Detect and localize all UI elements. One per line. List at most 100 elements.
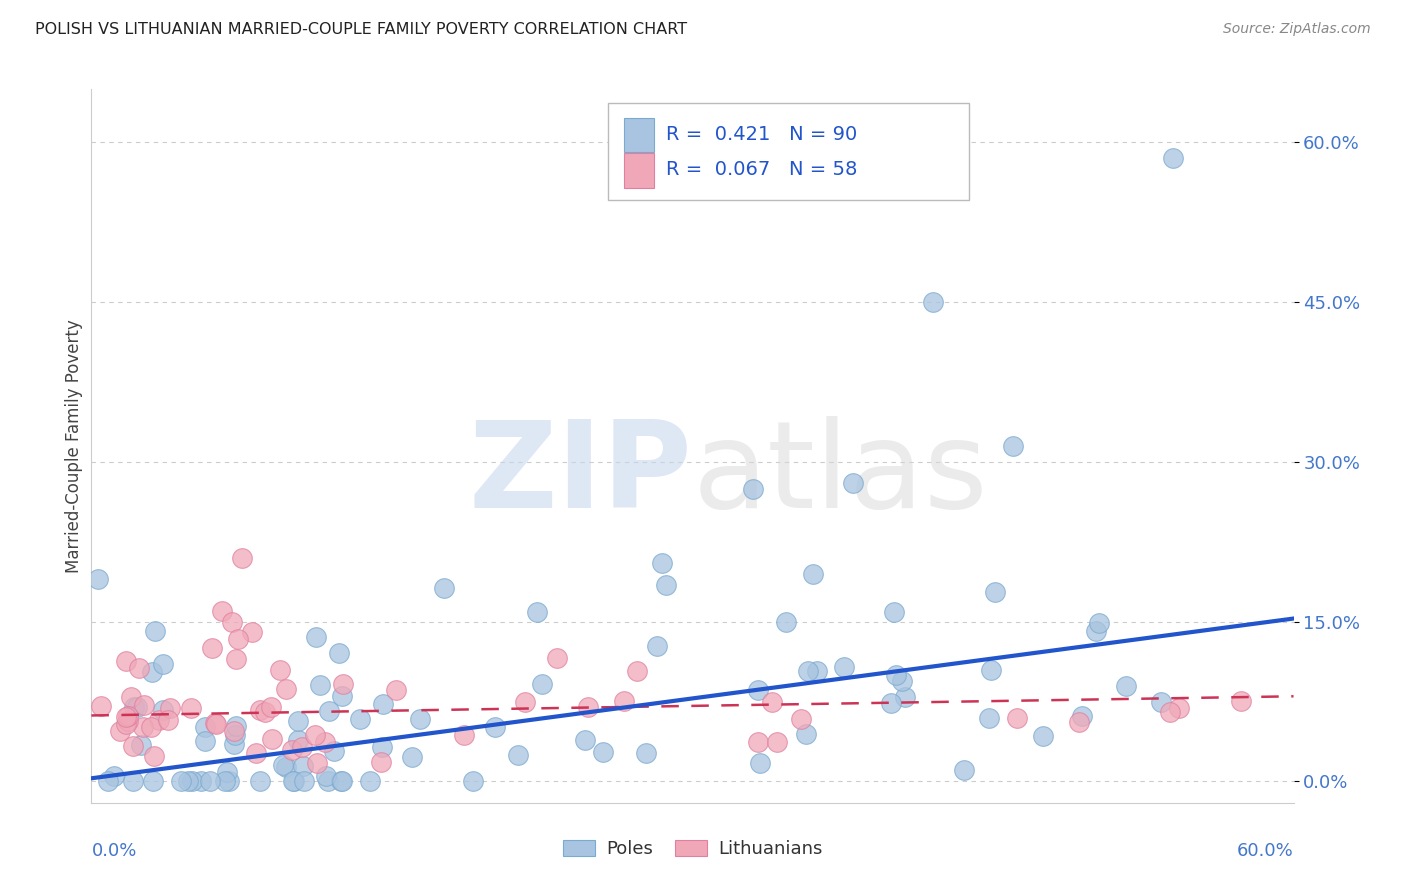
Point [122,739,145,754]
Point [143,624,166,638]
Point [305,756,328,770]
Point [980,663,1002,677]
Point [883,605,905,619]
Point [513,695,536,709]
Point [371,739,394,754]
Point [922,295,945,310]
Point [201,641,224,656]
Point [254,705,277,719]
Point [181,774,204,789]
Text: atlas: atlas [692,416,988,533]
Point [766,734,789,748]
Point [806,664,828,678]
Point [1230,694,1253,708]
Point [245,746,267,760]
Point [125,699,148,714]
Point [1070,709,1092,723]
Point [1168,700,1191,714]
Point [385,683,408,698]
Point [214,774,236,789]
Point [953,764,976,778]
Point [461,774,484,789]
Point [370,755,392,769]
Point [129,738,152,752]
Point [880,696,903,710]
Point [359,774,381,789]
Point [626,665,648,679]
Point [90,698,112,713]
Point [152,703,174,717]
Point [747,683,769,698]
Point [287,714,309,729]
Point [190,774,212,789]
Point [224,728,246,742]
Point [315,769,337,783]
Point [1115,679,1137,693]
Point [401,750,423,764]
Point [294,774,316,789]
Point [108,724,131,739]
Point [215,765,238,780]
Point [159,701,181,715]
Point [1069,715,1091,730]
Point [1150,695,1173,709]
Point [115,654,138,668]
Bar [609,103,969,200]
Point [281,774,304,789]
Point [801,566,824,581]
Point [205,716,228,731]
Point [433,581,456,595]
Point [225,652,247,666]
Point [271,757,294,772]
Point [117,709,139,723]
Point [790,712,813,726]
Point [194,720,217,734]
Point [97,774,120,789]
Point [576,699,599,714]
Text: 0.0%: 0.0% [91,842,136,860]
Point [177,774,200,789]
Y-axis label: Married-Couple Family Poverty: Married-Couple Family Poverty [65,319,83,573]
Point [249,774,271,789]
Point [194,733,217,747]
Point [117,714,139,728]
Point [231,550,253,565]
Point [506,747,529,762]
Point [115,710,138,724]
Point [330,689,353,703]
Point [531,677,554,691]
Point [318,704,340,718]
Bar [624,118,654,152]
Text: POLISH VS LITHUANIAN MARRIED-COUPLE FAMILY POVERTY CORRELATION CHART: POLISH VS LITHUANIAN MARRIED-COUPLE FAMI… [35,22,688,37]
Point [484,720,506,734]
Legend: Poles, Lithuanians: Poles, Lithuanians [555,832,830,865]
Point [269,663,291,677]
Point [1084,624,1107,638]
Point [274,682,297,697]
Point [651,556,673,570]
Point [613,693,636,707]
Point [292,758,315,772]
Point [761,695,783,709]
Point [283,774,305,789]
Point [122,700,145,714]
Point [645,639,668,653]
Point [747,735,769,749]
Point [841,476,863,491]
Point [304,728,326,742]
Point [893,690,915,704]
Text: R =  0.421   N = 90: R = 0.421 N = 90 [666,125,858,144]
Text: Source: ZipAtlas.com: Source: ZipAtlas.com [1223,22,1371,37]
Point [749,756,772,770]
Point [323,744,346,758]
Point [797,664,820,678]
Point [142,749,165,764]
Point [120,690,142,704]
Point [221,615,243,629]
Point [1032,729,1054,743]
Point [634,746,657,760]
Point [832,660,855,674]
Point [328,647,350,661]
Point [142,774,165,789]
Point [1007,711,1029,725]
